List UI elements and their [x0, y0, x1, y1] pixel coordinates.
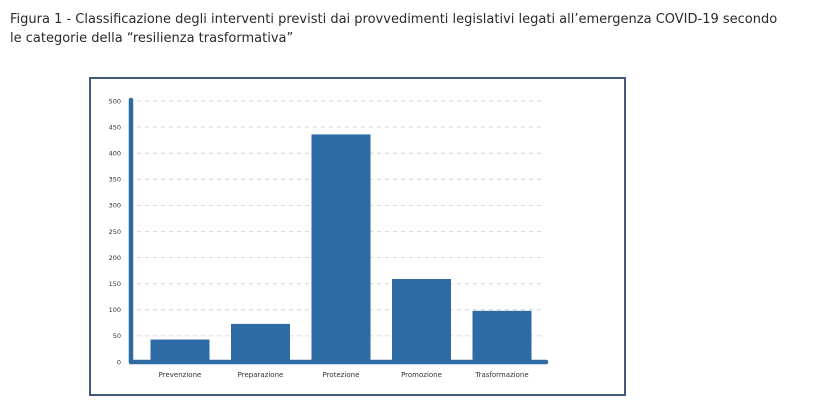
figure-caption: Figura 1 - Classificazione degli interve…	[10, 10, 828, 48]
y-tick-label-100: 100	[109, 306, 121, 314]
bar-promozione	[392, 279, 451, 362]
y-tick-label-300: 300	[109, 202, 121, 210]
x-tick-label-prevenzione: Prevenzione	[159, 371, 202, 379]
y-tick-label-50: 50	[113, 332, 121, 340]
y-tick-label-150: 150	[109, 280, 121, 288]
y-tick-label-250: 250	[109, 228, 121, 236]
y-tick-label-500: 500	[109, 97, 121, 105]
bar-chart: 0 50 100 150 200 250 300 350 400 450 500 Prevenzion…	[109, 97, 549, 379]
figure-caption-line-2: le categorie della “resilienza trasforma…	[10, 31, 294, 46]
labels: 0 50 100 150 200 250 300 350 400 450 500 Prevenzion…	[109, 97, 529, 379]
figure-caption-line-1: Figura 1 - Classificazione degli interve…	[10, 12, 778, 27]
y-tick-label-450: 450	[109, 123, 121, 131]
x-tick-label-preparazione: Preparazione	[238, 371, 284, 379]
axes	[128, 97, 549, 365]
y-tick-label-0: 0	[117, 358, 121, 366]
bars	[150, 134, 532, 362]
x-tick-label-protezione: Protezione	[323, 371, 360, 379]
bar-trasformazione	[472, 310, 532, 362]
y-tick-label-200: 200	[109, 254, 121, 262]
x-tick-label-promozione: Promozione	[401, 371, 442, 379]
chart-frame: 0 50 100 150 200 250 300 350 400 450 500 Prevenzion…	[89, 77, 626, 396]
bar-protezione	[311, 134, 371, 362]
y-tick-label-350: 350	[109, 176, 121, 184]
bar-prevenzione	[150, 339, 210, 362]
bar-preparazione	[231, 323, 290, 362]
y-tick-label-400: 400	[109, 150, 121, 158]
x-tick-label-trasformazione: Trasformazione	[474, 371, 528, 379]
